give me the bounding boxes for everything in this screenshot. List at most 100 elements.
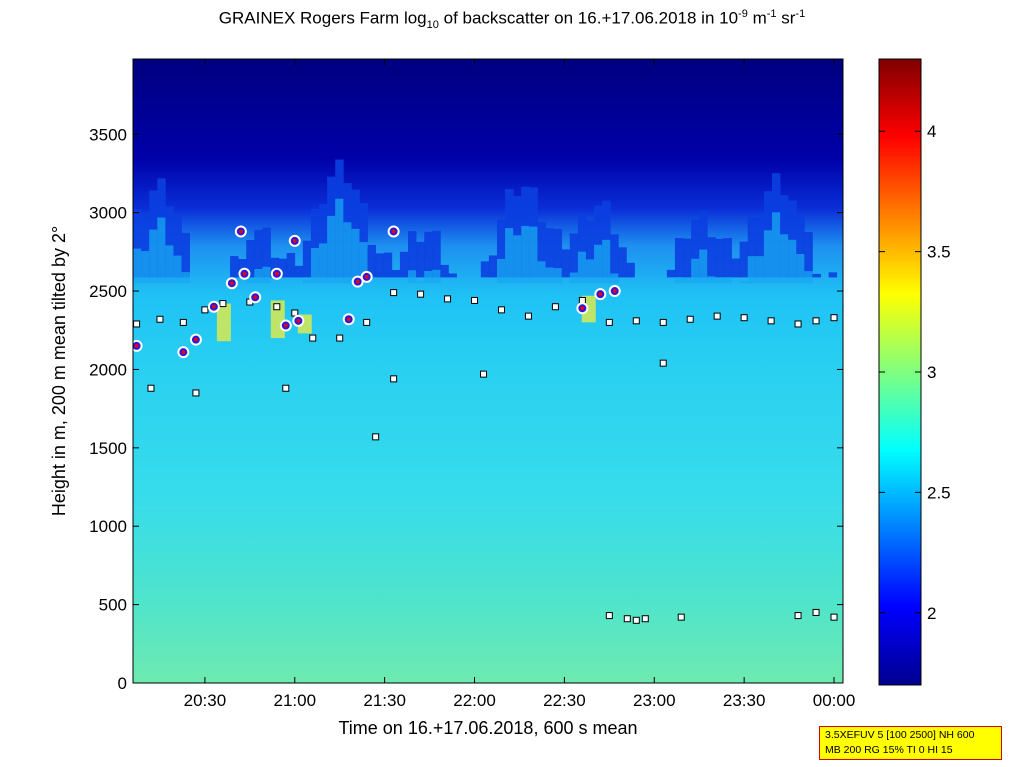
cloud-top-column-edge (723, 277, 732, 284)
settings-line-1: 3.5XEFUV 5 [100 2500] NH 600 (825, 729, 975, 741)
cloud-base-marker-center (238, 229, 243, 234)
cloud-top-column (246, 239, 255, 278)
title-text: of backscatter on 16.+17.06.2018 in 10 (443, 8, 739, 28)
title-exponent-2: -1 (766, 8, 777, 20)
cloud-base-marker-center (211, 304, 216, 309)
layer-height-marker (641, 615, 649, 623)
cloud-top-column-edge (739, 280, 749, 284)
layer-height-marker (623, 615, 631, 623)
title-site: GRAINEX Rogers Farm (218, 8, 400, 28)
layer-height-marker (605, 612, 613, 620)
cloud-base-marker-center (364, 274, 369, 279)
x-axis-label: Time on 16.+17.06.2018, 600 s mean (338, 718, 637, 738)
cloud-top-column (230, 256, 239, 278)
cloud-top-column-edge (691, 258, 700, 284)
x-tick-label: 22:00 (453, 691, 496, 710)
cloud-top-column-edge (310, 248, 320, 284)
cloud-top-column-edge (351, 228, 360, 284)
cloud-top-column-edge (254, 268, 263, 284)
cloud-top-column (294, 265, 304, 278)
y-tick-label: 1000 (89, 517, 127, 536)
cloud-top-column (812, 273, 821, 278)
layer-height-marker (219, 300, 227, 308)
cloud-top-column (747, 216, 757, 278)
layer-height-marker (713, 312, 721, 320)
y-axis-label: Height in m, 200 m mean tilted by 2° (49, 226, 69, 516)
cloud-top-column (602, 200, 611, 278)
cloud-top-column-edge (569, 272, 579, 284)
layer-height-marker (309, 334, 317, 342)
cloud-top-column (310, 208, 320, 278)
cloud-top-column-edge (408, 270, 417, 284)
layer-height-marker (363, 318, 371, 326)
layer-height-marker (480, 370, 488, 378)
cloud-top-band (133, 159, 838, 284)
cloud-top-column-edge (553, 268, 563, 284)
cloud-top-column (731, 258, 741, 278)
cloud-top-column-edge (715, 278, 724, 284)
cloud-top-column-edge (585, 259, 595, 284)
cloud-top-column (723, 238, 732, 278)
cloud-top-column (399, 251, 409, 278)
colorbar (878, 58, 922, 686)
cloud-top-column-edge (505, 228, 514, 284)
title-log-subscript: 10 (426, 19, 439, 32)
cloud-top-column (302, 240, 312, 278)
x-axis: 20:30 21:00 21:30 22:00 22:30 23:00 23:30 00:00 (184, 59, 856, 710)
colorbar-tick-label: 2 (927, 604, 936, 623)
cloud-top-column (828, 272, 838, 278)
cloud-top-column (141, 211, 150, 278)
cloud-top-column (181, 232, 190, 278)
layer-height-marker (767, 317, 775, 325)
cloud-top-column (133, 209, 142, 278)
cloud-top-column-edge (577, 251, 587, 284)
cloud-top-column (755, 216, 765, 278)
cloud-top-column (796, 214, 805, 278)
cloud-top-column-edge (359, 242, 368, 284)
heatmap-area (133, 59, 843, 683)
cloud-top-column (480, 261, 490, 278)
cloud-top-column-edge (602, 239, 611, 284)
colorbar-axis: 2 2.5 3 3.5 4 (879, 122, 951, 623)
cloud-top-column-edge (804, 271, 813, 284)
cloud-top-column-edge (432, 269, 441, 284)
settings-info-box: 3.5XEFUV 5 [100 2500] NH 600 MB 200 RG 1… (819, 726, 1002, 760)
cloud-base-marker-center (346, 317, 351, 322)
y-tick-label: 0 (118, 674, 127, 693)
cloud-top-column-edge (545, 267, 554, 284)
x-tick-label: 00:00 (813, 691, 856, 710)
cloud-top-column (610, 234, 619, 278)
plot-frame (132, 58, 844, 684)
cloud-top-column-edge (319, 243, 328, 284)
cloud-top-column-edge (181, 272, 190, 284)
cloud-top-column-edge (699, 249, 708, 284)
cloud-top-column-edge (262, 266, 271, 284)
high-backscatter-patch (216, 303, 231, 342)
colorbar-tick-label: 3.5 (927, 243, 951, 262)
y-tick-label: 500 (99, 596, 127, 615)
cloud-top-column (699, 210, 708, 278)
cloud-base-markers (133, 225, 621, 359)
heatmap-background (133, 59, 843, 683)
layer-height-marker (291, 309, 299, 317)
cloud-top-column (367, 244, 377, 278)
cloud-top-column (674, 237, 684, 278)
cloud-top-column-edge (343, 222, 352, 284)
cloud-top-column (545, 228, 554, 278)
cloud-top-column (618, 247, 627, 278)
cloud-top-column-edge (521, 225, 530, 284)
cloud-top-column (375, 253, 385, 278)
x-tick-label: 21:00 (273, 691, 316, 710)
y-tick-label: 3000 (89, 204, 127, 223)
cloud-top-column (286, 253, 296, 278)
cloud-top-column (448, 273, 457, 278)
cloud-top-column (262, 227, 271, 278)
layer-height-marker (192, 389, 200, 397)
layer-height-marker (336, 334, 344, 342)
cloud-top-column (254, 229, 263, 278)
layer-height-marker (686, 315, 694, 323)
cloud-top-column-edge (780, 234, 789, 284)
cloud-top-column (359, 202, 368, 278)
cloud-top-column-edge (302, 279, 312, 284)
x-tick-label: 21:30 (363, 691, 406, 710)
